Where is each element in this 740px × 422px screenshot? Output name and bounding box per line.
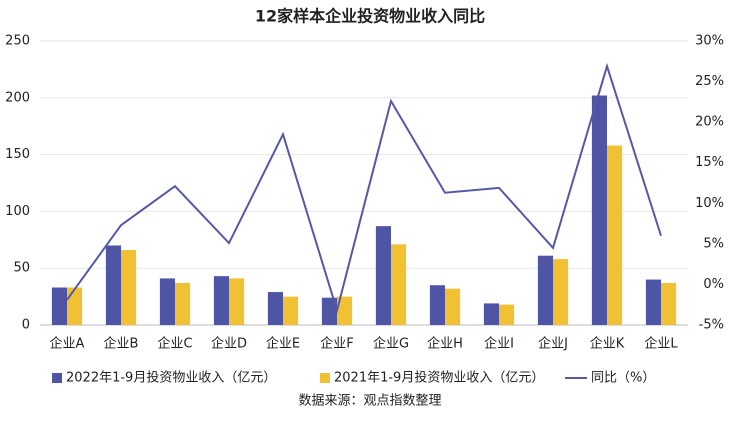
y2-tick-label: -5% (699, 318, 724, 333)
y-tick-label: 250 (5, 34, 30, 49)
y2-tick-label: 25% (695, 74, 724, 89)
y-tick-label: 100 (5, 204, 30, 219)
bar (121, 250, 137, 325)
bar (553, 259, 569, 325)
bar (267, 292, 283, 325)
x-tick-label: 企业F (320, 336, 353, 352)
y-tick-label: 200 (5, 90, 30, 105)
y-tick-label: 50 (13, 261, 30, 276)
y2-tick-label: 10% (695, 196, 724, 211)
bar (67, 287, 83, 325)
bar (213, 276, 229, 325)
legend-swatch (320, 373, 330, 383)
bar (499, 304, 515, 325)
x-tick-label: 企业B (104, 336, 139, 352)
legend-label: 2021年1-9月投资物业收入（亿元） (334, 370, 544, 386)
bar (283, 296, 299, 325)
x-tick-label: 企业A (50, 336, 85, 352)
bar (321, 297, 337, 325)
x-tick-label: 企业L (644, 336, 678, 352)
bar (391, 244, 407, 325)
x-tick-label: 企业H (427, 336, 463, 352)
x-tick-label: 企业I (484, 336, 514, 352)
bar (645, 279, 661, 325)
bar (51, 287, 67, 325)
bar (591, 95, 607, 325)
bar (105, 245, 121, 325)
source-note: 数据来源：观点指数整理 (298, 394, 441, 409)
bar (229, 278, 245, 325)
y2-tick-label: 20% (695, 115, 724, 130)
line (66, 62, 662, 315)
bar (337, 296, 353, 325)
bar (175, 282, 191, 325)
bar (445, 288, 461, 325)
bar (537, 255, 553, 325)
y2-tick-label: 30% (695, 34, 724, 49)
bar (429, 285, 445, 325)
y2-tick-label: 5% (703, 236, 724, 251)
x-tick-label: 企业K (590, 336, 625, 352)
chart-title: 12家样本企业投资物业收入同比 (255, 7, 485, 26)
y2-tick-label: 15% (695, 155, 724, 170)
x-tick-label: 企业E (266, 336, 300, 352)
y-tick-label: 0 (22, 318, 30, 333)
y2-tick-label: 0% (703, 277, 724, 292)
y-tick-label: 150 (5, 147, 30, 162)
bar (661, 282, 677, 325)
bar (375, 226, 391, 325)
legend-swatch (52, 373, 62, 383)
x-tick-label: 企业D (211, 336, 247, 352)
bar (607, 145, 623, 325)
x-tick-label: 企业C (157, 336, 192, 352)
legend-label: 同比（%） (591, 371, 655, 386)
x-tick-label: 企业J (538, 336, 568, 352)
bar (159, 278, 175, 325)
bar (483, 303, 499, 325)
legend-label: 2022年1-9月投资物业收入（亿元） (66, 370, 276, 386)
x-tick-label: 企业G (373, 336, 409, 352)
